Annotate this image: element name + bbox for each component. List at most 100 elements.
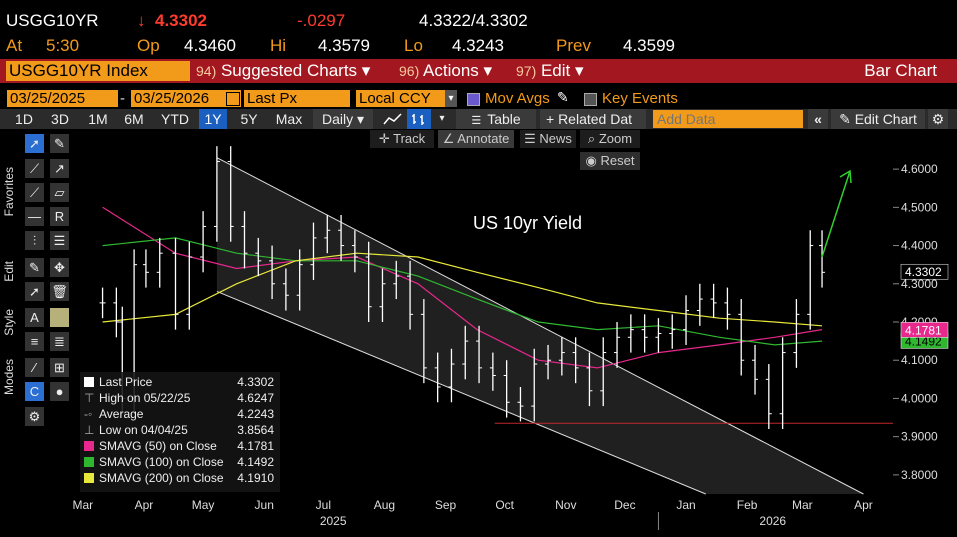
average-marker-icon: -◦	[84, 407, 93, 421]
up-arrow-annotation[interactable]	[821, 169, 852, 258]
related-data-button[interactable]: + Related Dat	[540, 109, 646, 129]
edit-chart-button[interactable]: ✎ Edit Chart	[831, 109, 925, 129]
news-button[interactable]: ☰ News	[520, 130, 576, 148]
field-select[interactable]: Last Px	[244, 90, 350, 107]
legend-value: 4.1910	[237, 471, 274, 485]
fib-icon[interactable]: ⫶	[25, 231, 44, 250]
list-icon[interactable]: ☰	[50, 231, 69, 250]
actions-menu[interactable]: 96) Actions ▾	[399, 61, 492, 81]
period-5y-button[interactable]: 5Y	[240, 111, 258, 127]
chevron-down-icon[interactable]: ▾	[439, 113, 445, 124]
suggested-charts-menu[interactable]: 94) Suggested Charts ▾	[196, 61, 370, 81]
mov-avgs-checkbox[interactable]	[467, 93, 480, 106]
trendline-icon[interactable]: ⟋	[25, 159, 44, 178]
chart-title: US 10yr Yield	[473, 213, 582, 233]
pencil-icon[interactable]: ✎	[25, 258, 44, 277]
add-data-input[interactable]	[653, 110, 803, 128]
gear-icon[interactable]: ⚙	[928, 109, 948, 129]
x-year-label: 2026	[759, 514, 786, 528]
low-marker-icon: ⊥	[84, 423, 95, 437]
period-3d-button[interactable]: 3D	[51, 111, 69, 127]
period-1y-button[interactable]: 1Y	[199, 109, 227, 129]
crosshair-icon[interactable]: ⁄	[25, 358, 44, 377]
table-button[interactable]: ☰ Table	[456, 109, 536, 129]
bar-chart-icon[interactable]	[407, 109, 431, 129]
settings-icon[interactable]: ⚙	[25, 407, 44, 426]
channel-icon[interactable]: ▱	[50, 183, 69, 202]
collapse-icon[interactable]: «	[808, 109, 828, 129]
chevron-down-icon[interactable]: ▾	[445, 90, 457, 107]
line-chart-icon[interactable]	[381, 109, 405, 129]
legend-swatch	[84, 377, 94, 387]
period-1m-button[interactable]: 1M	[88, 111, 108, 127]
ray-icon[interactable]: ↗	[50, 159, 69, 178]
legend-value: 4.3302	[237, 375, 274, 389]
y-tick-label: 4.0000	[901, 391, 938, 405]
frequency-select[interactable]: Daily ▾	[313, 109, 373, 129]
period-ytd-button[interactable]: YTD	[161, 111, 189, 127]
legend-swatch	[84, 473, 94, 483]
line-width-icon[interactable]: ≣	[50, 332, 69, 351]
line-style-icon[interactable]: ≡	[25, 332, 44, 351]
pencil-icon[interactable]: ✎	[557, 89, 569, 105]
low-value: 4.3243	[452, 36, 504, 55]
magnet-icon[interactable]: C	[25, 382, 44, 401]
chart-legend: Last Price 4.3302 ⊤ High on 05/22/25 4.62…	[80, 372, 280, 492]
high-label: Hi	[270, 36, 287, 55]
menu-label: Edit ▾	[540, 61, 584, 80]
start-date-field[interactable]: 03/25/2025	[7, 90, 118, 107]
end-date-field[interactable]: 03/25/2026	[131, 90, 241, 107]
key-events-checkbox[interactable]	[584, 93, 597, 106]
calendar-icon[interactable]	[226, 92, 240, 106]
high-value: 4.3579	[318, 36, 370, 55]
menu-label: Suggested Charts ▾	[220, 61, 371, 80]
period-max-button[interactable]: Max	[275, 111, 303, 127]
news-icon: ☰	[524, 131, 536, 146]
legend-row-sma50: SMAVG (50) on Close	[84, 438, 217, 454]
edit-chart-label: Edit Chart	[854, 111, 917, 127]
snap-icon[interactable]: ⊞	[50, 358, 69, 377]
ticker: USGG10YR	[6, 11, 99, 30]
security-field[interactable]: USGG10YR Index	[6, 61, 190, 81]
regression-channel[interactable]	[216, 157, 893, 495]
legend-row-sma100: SMAVG (100) on Close	[84, 454, 224, 470]
legend-label: SMAVG (50) on Close	[99, 439, 217, 453]
period-1d-button[interactable]: 1D	[15, 111, 33, 127]
move-icon[interactable]: ✥	[50, 258, 69, 277]
x-month-label: Aug	[374, 498, 395, 512]
segment-icon[interactable]: ⟋	[25, 183, 44, 202]
x-month-label: Jul	[316, 498, 331, 512]
track-button[interactable]: ✛ Track	[370, 130, 434, 148]
period-6m-button[interactable]: 6M	[124, 111, 144, 127]
key-events-label: Key Events	[602, 90, 678, 107]
trash-icon[interactable]: 🗑	[50, 282, 69, 301]
title-bar: USGG10YR Index 94) Suggested Charts ▾ 96…	[0, 59, 957, 83]
pointer-icon[interactable]: ➚	[25, 134, 44, 153]
colors-icon[interactable]: ●	[50, 382, 69, 401]
legend-label: Low on 04/04/25	[99, 423, 188, 437]
y-tick-label: 4.3000	[901, 277, 938, 291]
zoom-button[interactable]: ⌕ Zoom	[580, 130, 640, 148]
sma50-tag-text: 4.1781	[905, 323, 942, 337]
y-tick-label: 4.6000	[901, 162, 938, 176]
horizontal-line-icon[interactable]: —	[25, 207, 44, 226]
edit-menu[interactable]: 97) Edit ▾	[516, 61, 584, 81]
legend-swatch	[84, 441, 94, 451]
text-icon[interactable]: A	[25, 308, 44, 327]
period-toolbar: 1D 3D 1M 6M YTD 1Y 5Y Max Daily ▾ ▾ ☰ Tab…	[0, 109, 957, 129]
annotate-button[interactable]: ∠ Annotate	[438, 130, 514, 148]
y-tick-label: 4.1000	[901, 353, 938, 367]
line-chart-glyph	[383, 113, 402, 125]
zoom-label: Zoom	[598, 131, 633, 146]
legend-row-last-price: Last Price	[84, 374, 152, 390]
annotate-pen-icon[interactable]: ✎	[50, 134, 69, 153]
bar-chart-glyph	[412, 114, 424, 125]
retracement-icon[interactable]: R	[50, 207, 69, 226]
reset-button[interactable]: ◉ Reset	[580, 152, 640, 170]
currency-select[interactable]: Local CCY	[356, 90, 456, 107]
select-icon[interactable]: ➚	[25, 282, 44, 301]
legend-value: 4.1781	[237, 439, 274, 453]
x-month-label: Apr	[135, 498, 154, 512]
fill-color-icon[interactable]	[50, 308, 69, 327]
